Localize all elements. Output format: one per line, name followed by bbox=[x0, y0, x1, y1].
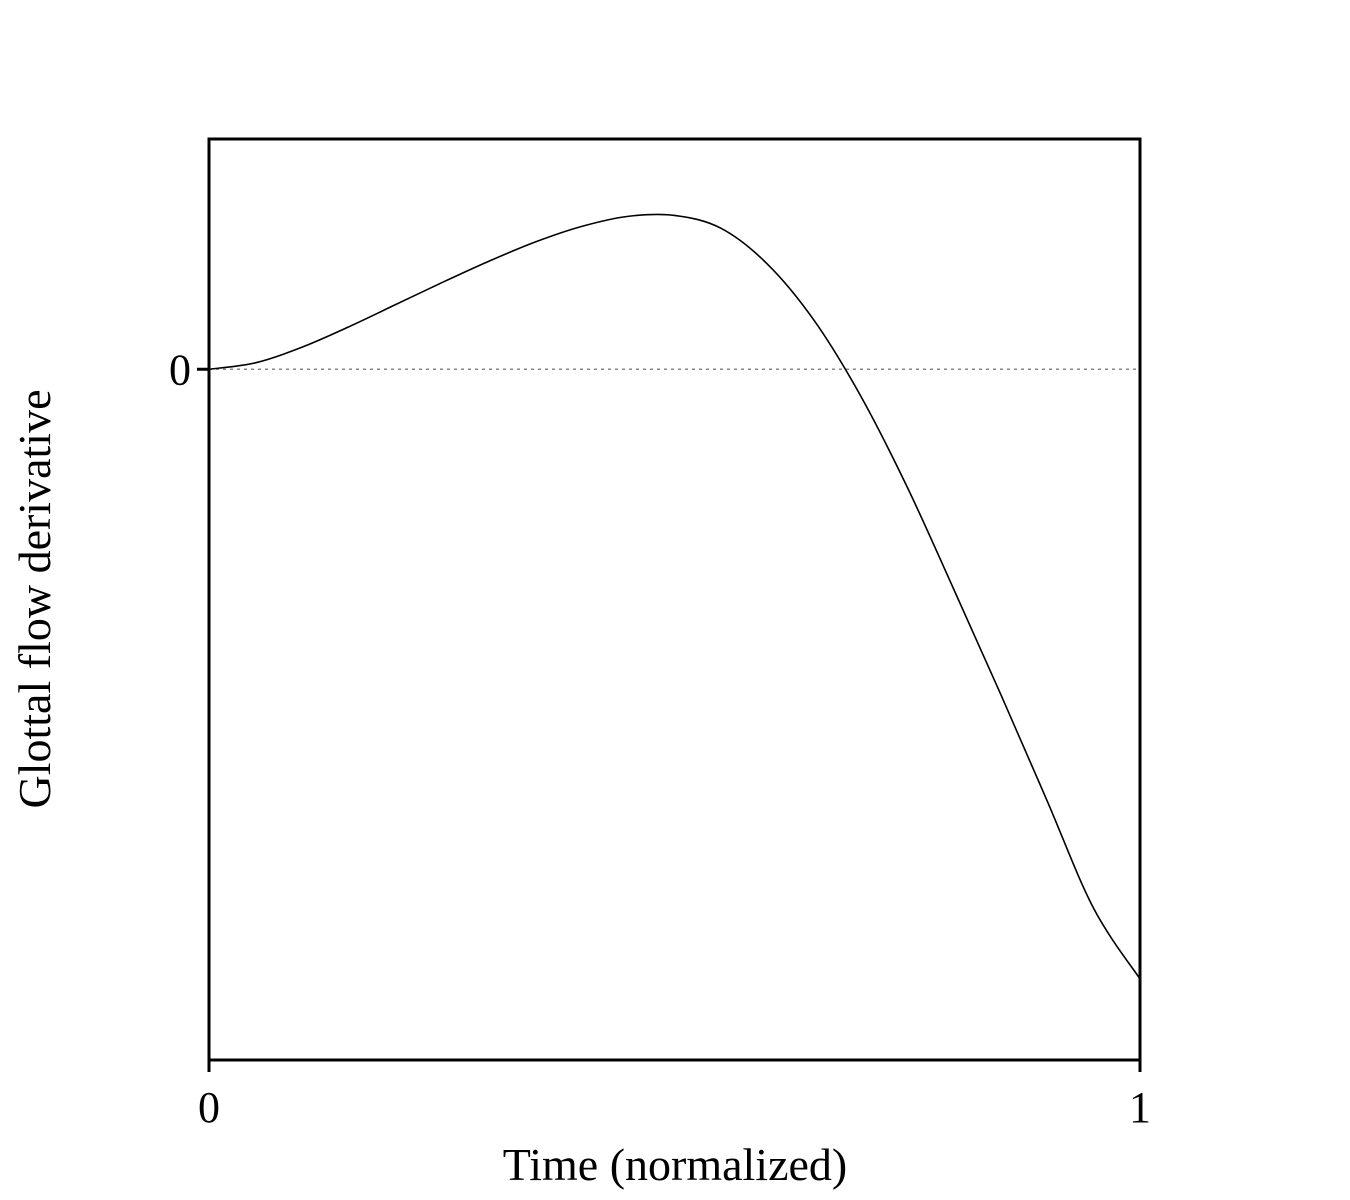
x-tick-label: 0 bbox=[198, 1083, 220, 1132]
y-tick-label: 0 bbox=[169, 345, 191, 394]
series-group bbox=[208, 213, 1141, 980]
series-line bbox=[208, 213, 1141, 980]
y-axis-title: Glottal flow derivative bbox=[9, 390, 60, 809]
plot-frame bbox=[207, 137, 1142, 1062]
x-axis-title: Time (normalized) bbox=[503, 1139, 848, 1190]
x-tick-label: 1 bbox=[1129, 1083, 1151, 1132]
axis-ticks: 0 1 0 bbox=[169, 345, 1151, 1132]
